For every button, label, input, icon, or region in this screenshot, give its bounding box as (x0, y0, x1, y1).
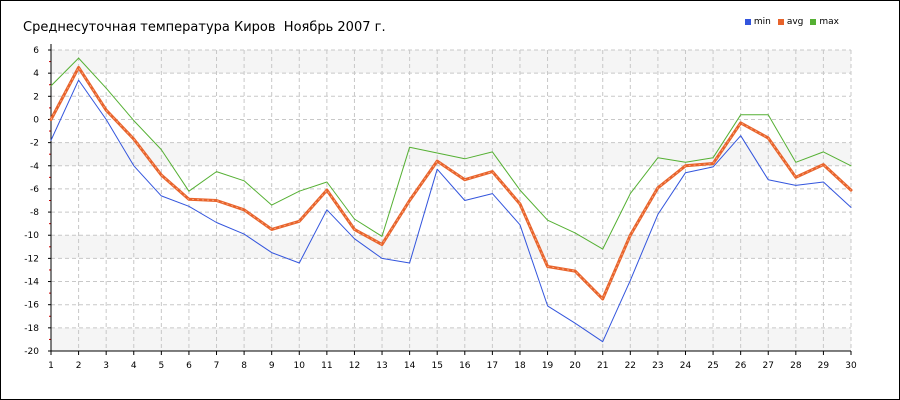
y-tick-label: -18 (24, 324, 39, 334)
x-tick-label: 2 (76, 361, 82, 371)
grid-band (51, 235, 851, 259)
x-tick-label: 9 (269, 361, 275, 371)
x-tick-label: 4 (131, 361, 137, 371)
grid-band (51, 142, 851, 166)
x-tick-label: 14 (404, 361, 416, 371)
x-tick-label: 8 (241, 361, 247, 371)
x-tick-label: 13 (376, 361, 387, 371)
x-tick-label: 29 (818, 361, 830, 371)
series-line-min (50, 79, 852, 343)
x-tick-label: 10 (294, 361, 306, 371)
y-tick-label: -8 (30, 208, 39, 218)
x-tick-label: 1 (48, 361, 54, 371)
x-tick-label: 7 (214, 361, 220, 371)
y-tick-label: -12 (24, 254, 39, 264)
y-tick-label: 2 (33, 92, 39, 102)
x-tick-label: 21 (597, 361, 608, 371)
legend-label-max: max (819, 17, 839, 27)
series-line-max (50, 57, 852, 250)
y-tick-label: 0 (33, 115, 39, 125)
x-tick-label: 19 (542, 361, 554, 371)
x-tick-label: 23 (652, 361, 663, 371)
x-tick-label: 5 (158, 361, 164, 371)
x-tick-label: 15 (431, 361, 442, 371)
chart-legend: min avg max (744, 17, 839, 27)
y-tick-label: -2 (30, 139, 39, 149)
legend-label-min: min (753, 17, 771, 27)
x-tick-label: 22 (625, 361, 636, 371)
legend-item-min: min (744, 17, 771, 27)
legend-swatch-avg (777, 19, 784, 25)
grid-band (51, 327, 851, 351)
legend-label-avg: avg (786, 17, 804, 27)
y-tick-label: -10 (24, 231, 39, 241)
x-tick-label: 30 (845, 361, 857, 371)
x-tick-label: 6 (186, 361, 192, 371)
y-tick-label: -4 (30, 162, 39, 172)
background-bands (51, 50, 851, 351)
x-tick-label: 3 (103, 361, 109, 371)
x-tick-label: 27 (763, 361, 774, 371)
x-tick-label: 11 (321, 361, 332, 371)
y-tick-label: 6 (33, 46, 39, 56)
series-line-avg (49, 65, 853, 301)
legend-swatch-min (744, 19, 751, 25)
legend-item-max: max (810, 17, 839, 27)
x-tick-label: 18 (514, 361, 526, 371)
series-lines (49, 57, 853, 343)
y-tick-label: -20 (24, 347, 39, 357)
grid-band (51, 50, 851, 74)
chart-title: Среднесуточная температура Киров Ноябрь … (23, 20, 386, 35)
axes (48, 44, 852, 355)
y-tick-label: 4 (33, 69, 39, 79)
legend-swatch-max (810, 19, 817, 25)
grid-lines (51, 49, 852, 352)
y-tick-label: -16 (24, 301, 39, 311)
legend-item-avg: avg (777, 17, 804, 27)
series-line-avg-highlight (50, 66, 852, 300)
x-tick-label: 25 (707, 361, 718, 371)
x-tick-label: 17 (487, 361, 498, 371)
x-tick-label: 24 (680, 361, 692, 371)
x-tick-label: 26 (735, 361, 747, 371)
x-tick-label: 16 (459, 361, 471, 371)
x-tick-label: 28 (790, 361, 802, 371)
y-tick-label: -6 (30, 185, 39, 195)
x-tick-label: 20 (569, 361, 581, 371)
y-tick-label: -14 (24, 278, 39, 288)
x-tick-label: 12 (349, 361, 360, 371)
